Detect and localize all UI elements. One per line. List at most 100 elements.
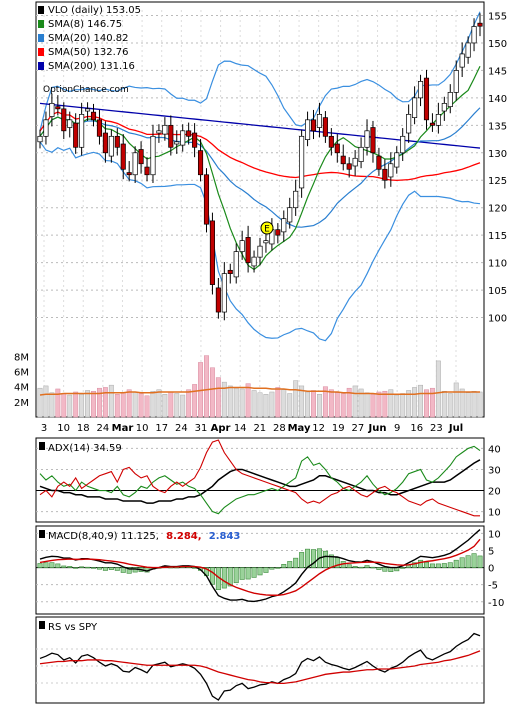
macd-histogram-bar xyxy=(418,559,424,568)
x-tick-label: 3 xyxy=(41,423,47,434)
candle-body xyxy=(299,135,305,189)
candle-body xyxy=(364,130,370,148)
volume-bar xyxy=(412,387,418,418)
x-tick-label: 10 xyxy=(136,423,149,434)
macd-histogram-bar xyxy=(49,562,55,568)
macd-legend-swatch xyxy=(39,530,45,538)
candle-body xyxy=(186,130,192,137)
macd-histogram-bar xyxy=(275,567,281,569)
macd-histogram-bar xyxy=(459,557,465,568)
macd-histogram-bar xyxy=(79,566,85,568)
macd-histogram-bar xyxy=(108,567,114,570)
candle-body xyxy=(49,103,55,117)
macd-histogram-bar xyxy=(227,567,233,587)
price-y-tick: 115 xyxy=(488,231,507,242)
macd-title-hist: 2.843 xyxy=(209,531,241,542)
macd-panel: -10 -5 0 5 10 MACD(8,40,9) 11.125, 8.284, 2.… xyxy=(35,525,504,615)
candle-body xyxy=(477,22,483,27)
candle-body xyxy=(322,117,328,137)
candle-body xyxy=(441,103,447,112)
candle-body xyxy=(412,97,418,118)
macd-histogram-bar xyxy=(358,566,364,569)
macd-lines xyxy=(39,529,481,603)
x-tick-label: 24 xyxy=(175,423,188,434)
macd-histogram-bar xyxy=(364,565,370,568)
price-legend: VLO (daily) 153.05 SMA(8) 146.75 SMA(20) 1… xyxy=(38,5,141,72)
macd-histogram-bar xyxy=(85,566,91,569)
candle-body xyxy=(114,135,120,148)
macd-histogram-bar xyxy=(102,567,108,571)
macd-histogram-bar xyxy=(67,566,73,568)
candle-body xyxy=(156,130,162,134)
macd-title: MACD(8,40,9) 11.125, 8.284, 2.843 xyxy=(48,531,240,542)
volume-bar xyxy=(144,395,150,418)
candle-body xyxy=(310,119,317,132)
volume-bar xyxy=(269,391,275,418)
earnings-marker-label: E xyxy=(264,225,270,235)
x-tick-label: Jul xyxy=(448,423,463,434)
adx-y-tick: 40 xyxy=(488,444,501,455)
candle-body xyxy=(85,108,91,112)
macd-histogram-bar xyxy=(257,567,263,576)
x-tick-label: 19 xyxy=(332,423,345,434)
candle-body xyxy=(150,135,156,176)
macd-y-tick-labels: -10 -5 0 5 10 xyxy=(488,529,504,608)
candle-body xyxy=(293,190,299,209)
candle-body xyxy=(197,150,204,176)
volume-bar xyxy=(328,389,334,418)
x-tick-label: 10 xyxy=(57,423,70,434)
volume-bar xyxy=(322,386,328,418)
macd-histogram-bar xyxy=(471,553,477,568)
x-tick-label: Apr xyxy=(211,423,231,434)
price-y-tick-labels: 100 105 110 115 120 125 130 135 140 145 150 155 xyxy=(488,11,507,324)
candle-body xyxy=(287,207,293,223)
x-tick-label: 21 xyxy=(253,423,266,434)
macd-series-line xyxy=(39,538,481,596)
x-tick-label: 14 xyxy=(234,423,247,434)
macd-histogram-bar xyxy=(453,559,459,568)
volume-bar xyxy=(204,355,209,418)
legend-swatch xyxy=(38,6,44,14)
price-y-tick: 125 xyxy=(488,176,507,187)
candle-body xyxy=(144,166,150,176)
x-tick-label: Mar xyxy=(112,423,134,434)
sma50-line xyxy=(39,111,481,182)
adx-y-tick: 20 xyxy=(488,487,501,498)
volume-bar xyxy=(192,384,198,418)
macd-title-signal: 8.284, xyxy=(166,531,201,542)
volume-bar xyxy=(239,388,245,418)
price-y-tick: 105 xyxy=(488,286,507,297)
candle-body xyxy=(352,157,358,167)
macd-histogram-bar xyxy=(120,567,126,573)
legend-swatch xyxy=(38,20,44,28)
macd-histogram-bar xyxy=(400,567,406,569)
volume-bar xyxy=(418,384,423,418)
macd-histogram-bar xyxy=(96,567,102,570)
volume-bar xyxy=(311,390,316,418)
x-tick-label: 27 xyxy=(352,423,365,434)
macd-histogram-bar xyxy=(376,567,382,570)
adx-series-line xyxy=(39,445,481,515)
candle-body xyxy=(429,122,435,126)
candle-body xyxy=(340,155,346,165)
volume-bar xyxy=(215,377,221,418)
adx-lines xyxy=(39,439,481,517)
candle-body xyxy=(162,124,168,135)
adx-series-line xyxy=(39,459,481,504)
volume-bar xyxy=(251,390,257,418)
candle-body xyxy=(192,132,198,148)
candle-body xyxy=(108,135,114,157)
volume-bar xyxy=(459,388,465,418)
macd-histogram-bar xyxy=(251,567,257,578)
candle-body xyxy=(221,273,227,313)
volume-bar xyxy=(340,393,346,418)
candles xyxy=(37,13,483,321)
x-tick-label: 9 xyxy=(394,423,400,434)
candle-body xyxy=(209,220,215,285)
candle-body xyxy=(79,113,85,148)
volume-bar xyxy=(305,391,311,418)
volume-bar xyxy=(275,387,281,418)
macd-histogram-bar xyxy=(55,563,61,568)
candle-body xyxy=(281,218,287,233)
candle-body xyxy=(37,135,43,143)
